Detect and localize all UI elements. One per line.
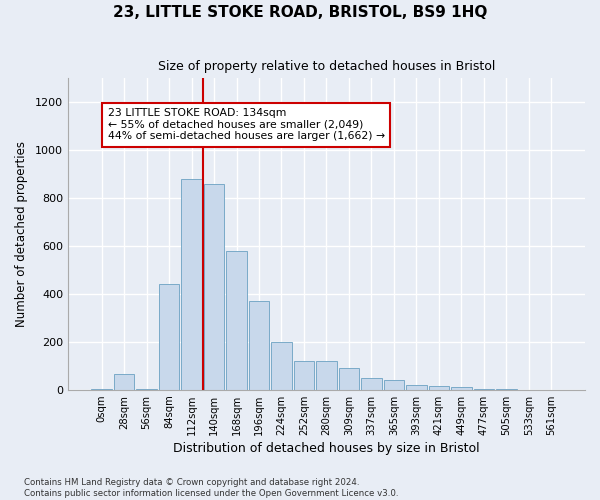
Text: Contains HM Land Registry data © Crown copyright and database right 2024.
Contai: Contains HM Land Registry data © Crown c… [24,478,398,498]
Bar [226,251,247,390]
Y-axis label: Number of detached properties: Number of detached properties [15,141,28,327]
Bar [361,378,382,390]
Bar [429,386,449,390]
Bar [474,388,494,390]
X-axis label: Distribution of detached houses by size in Bristol: Distribution of detached houses by size … [173,442,480,455]
Title: Size of property relative to detached houses in Bristol: Size of property relative to detached ho… [158,60,495,73]
Text: 23, LITTLE STOKE ROAD, BRISTOL, BS9 1HQ: 23, LITTLE STOKE ROAD, BRISTOL, BS9 1HQ [113,5,487,20]
Text: 23 LITTLE STOKE ROAD: 134sqm
← 55% of detached houses are smaller (2,049)
44% of: 23 LITTLE STOKE ROAD: 134sqm ← 55% of de… [108,108,385,142]
Bar [114,374,134,390]
Bar [91,388,112,390]
Bar [136,388,157,390]
Bar [204,184,224,390]
Bar [451,388,472,390]
Bar [339,368,359,390]
Bar [316,361,337,390]
Bar [384,380,404,390]
Bar [406,385,427,390]
Bar [249,301,269,390]
Bar [271,342,292,390]
Bar [159,284,179,390]
Bar [181,179,202,390]
Bar [294,361,314,390]
